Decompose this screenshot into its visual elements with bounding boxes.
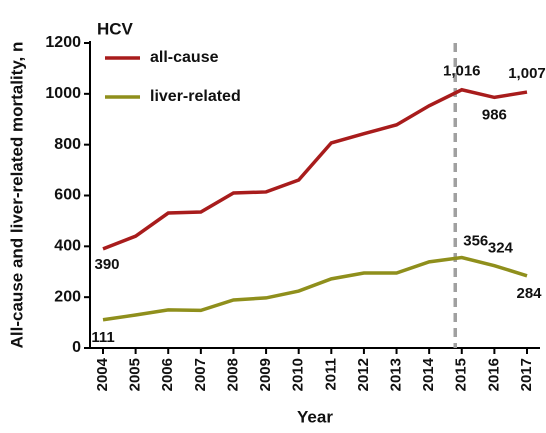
x-tick-label: 2011 xyxy=(322,358,339,391)
x-tick-label: 2012 xyxy=(355,358,372,391)
y-tick-label: 800 xyxy=(54,136,81,153)
x-tick-label: 2005 xyxy=(127,358,144,391)
x-axis-label: Year xyxy=(297,407,333,426)
x-tick-label: 2015 xyxy=(453,358,470,391)
x-tick-label: 2009 xyxy=(257,358,274,391)
y-tick-label: 1000 xyxy=(45,85,81,102)
value-label: 986 xyxy=(482,106,507,123)
legend-title: HCV xyxy=(97,19,134,38)
x-tick-label: 2013 xyxy=(388,358,405,391)
x-tick-label: 2017 xyxy=(518,358,535,391)
value-label: 111 xyxy=(91,329,114,346)
x-tick-label: 2006 xyxy=(159,358,176,391)
x-tick-label: 2007 xyxy=(192,358,209,391)
y-tick-label: 0 xyxy=(72,339,81,356)
x-tick-label: 2014 xyxy=(420,357,437,391)
data-line xyxy=(102,255,528,322)
y-axis-label: All-cause and liver-related mortality, n xyxy=(7,42,26,349)
y-tick-label: 200 xyxy=(54,288,81,305)
y-tick-label: 600 xyxy=(54,187,81,204)
x-tick-label: 2016 xyxy=(485,358,502,391)
value-label: 324 xyxy=(488,240,514,257)
data-line xyxy=(102,87,528,251)
value-label: 1,007 xyxy=(508,65,546,82)
y-tick-label: 1200 xyxy=(45,34,81,51)
x-tick-label: 2004 xyxy=(94,357,111,391)
legend-label: liver-related xyxy=(150,88,241,105)
y-tick-label: 400 xyxy=(54,238,81,255)
x-tick-label: 2010 xyxy=(290,358,307,391)
value-label: 284 xyxy=(516,285,542,302)
value-label: 390 xyxy=(94,256,119,273)
value-label: 1,016 xyxy=(443,63,481,80)
legend-label: all-cause xyxy=(150,49,219,66)
value-label: 356 xyxy=(463,232,488,249)
x-tick-label: 2008 xyxy=(224,358,241,391)
